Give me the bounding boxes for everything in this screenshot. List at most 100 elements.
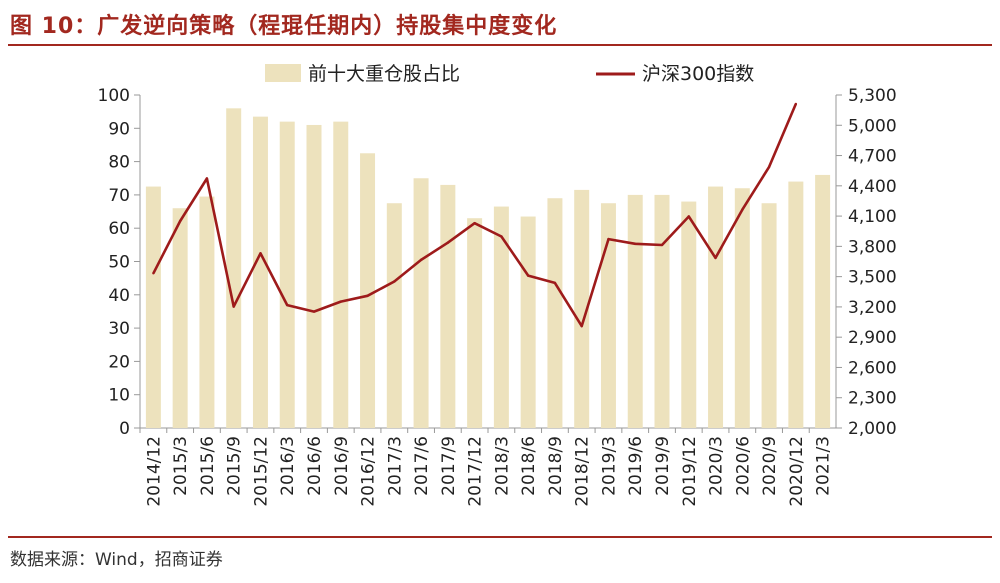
left-tick-label: 70 (108, 186, 130, 206)
line-point (419, 258, 423, 262)
right-tick-label: 5,000 (848, 116, 897, 136)
x-tick-label: 2016/9 (332, 436, 352, 496)
line-point (660, 243, 664, 247)
left-tick-label: 90 (108, 119, 130, 139)
line-point (339, 300, 342, 303)
x-tick-label: 2015/12 (251, 436, 271, 507)
footer-rule (8, 536, 992, 538)
line-point (687, 215, 690, 218)
left-tick-label: 30 (108, 319, 130, 339)
right-tick-label: 2,300 (848, 389, 897, 409)
bar (413, 178, 429, 428)
line-point (794, 102, 798, 106)
line-point (526, 274, 530, 277)
x-tick-label: 2019/12 (680, 436, 700, 507)
x-tick-label: 2019/6 (626, 436, 646, 496)
left-tick-label: 40 (108, 286, 130, 306)
line-point (232, 305, 235, 308)
bar (360, 153, 376, 428)
right-tick-label: 4,100 (848, 207, 897, 227)
x-tick-label: 2015/6 (198, 436, 218, 496)
bar (333, 121, 349, 428)
legend: 前十大重仓股占比 沪深300指数 (265, 63, 754, 85)
left-tick-label: 20 (108, 352, 130, 372)
legend-bar-label: 前十大重仓股占比 (308, 63, 460, 85)
bar (761, 203, 777, 428)
legend-bar-swatch (265, 64, 301, 82)
bar (654, 194, 670, 428)
x-tick-label: 2020/12 (787, 436, 807, 507)
bar (386, 203, 402, 428)
line-point (767, 165, 771, 169)
line-point (259, 252, 262, 255)
line-point (366, 294, 369, 298)
line-point (473, 221, 476, 225)
x-tick-label: 2017/9 (439, 436, 459, 496)
legend-line-label: 沪深300指数 (642, 63, 754, 85)
bar (547, 198, 563, 428)
bar (520, 216, 536, 428)
line-point (741, 208, 744, 211)
right-tick-label: 3,800 (848, 237, 897, 257)
line-point (634, 242, 637, 246)
bar (172, 208, 188, 428)
left-tick-label: 50 (108, 253, 130, 273)
line-point (607, 237, 610, 241)
bar (574, 189, 590, 428)
right-tick-label: 2,600 (848, 358, 897, 378)
bar (493, 206, 509, 428)
right-tick-label: 4,400 (848, 177, 897, 197)
x-tick-label: 2019/9 (653, 436, 673, 496)
x-tick-label: 2020/6 (733, 436, 753, 496)
right-tick-label: 4,700 (848, 147, 897, 167)
x-tick-label: 2014/12 (144, 436, 164, 507)
x-tick-label: 2016/12 (359, 436, 379, 507)
line-point (500, 235, 503, 238)
x-tick-label: 2018/12 (573, 436, 593, 507)
bar (788, 181, 804, 428)
bar (279, 121, 295, 428)
line-point (286, 303, 289, 307)
bar (467, 218, 483, 428)
line-point (714, 256, 717, 260)
x-tick-label: 2018/6 (519, 436, 539, 496)
left-tick-label: 60 (108, 219, 130, 239)
line-point (580, 324, 583, 328)
line-point (178, 219, 182, 223)
bar (145, 186, 161, 428)
bar (199, 196, 215, 428)
x-tick-label: 2018/3 (492, 436, 512, 496)
line-point (312, 310, 316, 313)
right-tick-label: 2,900 (848, 328, 897, 348)
bar (627, 194, 643, 428)
line-point (553, 281, 557, 285)
x-tick-label: 2018/9 (546, 436, 566, 496)
x-tick-label: 2017/3 (385, 436, 405, 496)
line-point (152, 272, 155, 275)
right-tick-label: 3,200 (848, 298, 897, 318)
bar (600, 203, 616, 428)
left-tick-label: 100 (98, 86, 130, 106)
x-tick-label: 2015/3 (171, 436, 191, 496)
bar (306, 124, 322, 428)
x-tick-label: 2020/9 (760, 436, 780, 496)
bar (226, 108, 242, 428)
x-tick-label: 2016/6 (305, 436, 325, 496)
x-tick-label: 2016/3 (278, 436, 298, 496)
x-tick-label: 2017/6 (412, 436, 432, 496)
left-tick-label: 0 (119, 419, 130, 439)
source-note: 数据来源：Wind，招商证券 (10, 550, 223, 570)
bar (734, 188, 750, 428)
x-tick-label: 2015/9 (225, 436, 245, 496)
bar (681, 201, 697, 428)
bar (815, 174, 831, 428)
line-point (446, 241, 450, 244)
bar (252, 116, 268, 429)
figure-title: 图 10：广发逆向策略（程琨任期内）持股集中度变化 (10, 14, 558, 39)
bar (708, 186, 724, 428)
line-point (393, 280, 396, 283)
line-point (205, 177, 209, 180)
right-tick-label: 3,500 (848, 268, 897, 288)
right-tick-label: 2,000 (848, 419, 897, 439)
